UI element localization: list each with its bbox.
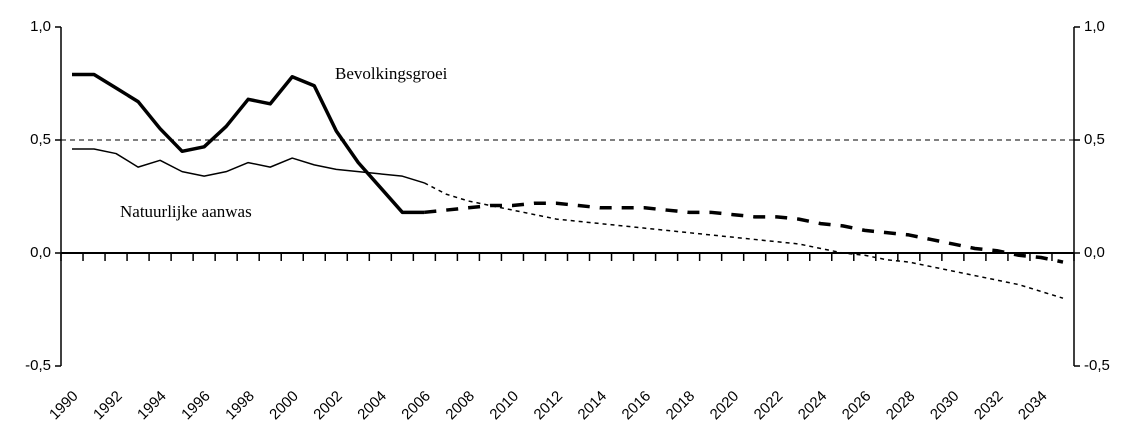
- x-tick-label: 2026: [839, 388, 875, 424]
- y2-tick-label: 0,5: [1084, 131, 1105, 148]
- x-tick-label: 2002: [310, 388, 346, 424]
- series-annotation: Natuurlijke aanwas: [120, 202, 252, 221]
- forecast-line: [424, 182, 1064, 299]
- x-tick-label: 2006: [398, 388, 434, 424]
- series-line: [72, 148, 425, 184]
- x-tick-label: 2008: [442, 388, 478, 424]
- x-tick-label: 1996: [178, 388, 214, 424]
- y2-tick-label: -0,5: [1084, 357, 1110, 374]
- x-tick-label: 2010: [486, 388, 522, 424]
- y-tick-label: 0,5: [30, 131, 51, 148]
- x-tick-label: 2004: [354, 388, 390, 424]
- y-tick-label: 1,0: [30, 18, 51, 35]
- y-tick-label: -0,5: [25, 357, 51, 374]
- series-line: [72, 72, 425, 215]
- forecast-line: [424, 201, 1064, 264]
- x-tick-label: 2000: [266, 388, 302, 424]
- x-tick-label: 1998: [222, 388, 258, 424]
- x-tick-label: 2034: [1015, 388, 1051, 424]
- y-tick-label: 0,0: [30, 244, 51, 261]
- series-annotation: Bevolkingsgroei: [335, 64, 448, 83]
- y2-tick-label: 0,0: [1084, 244, 1105, 261]
- y2-tick-label: 1,0: [1084, 18, 1105, 35]
- x-tick-label: 2032: [971, 388, 1007, 424]
- x-tick-label: 2014: [575, 388, 611, 424]
- x-tick-label: 1994: [134, 388, 170, 424]
- x-tick-label: 1990: [46, 388, 82, 424]
- x-tick-label: 2018: [663, 388, 699, 424]
- x-tick-label: 1992: [90, 388, 126, 424]
- x-tick-label: 2028: [883, 388, 919, 424]
- x-tick-label: 2012: [531, 388, 567, 424]
- x-tick-label: 2016: [619, 388, 655, 424]
- x-tick-label: 2024: [795, 388, 831, 424]
- x-tick-label: 2022: [751, 388, 787, 424]
- x-tick-label: 2030: [927, 388, 963, 424]
- x-tick-label: 2020: [707, 388, 743, 424]
